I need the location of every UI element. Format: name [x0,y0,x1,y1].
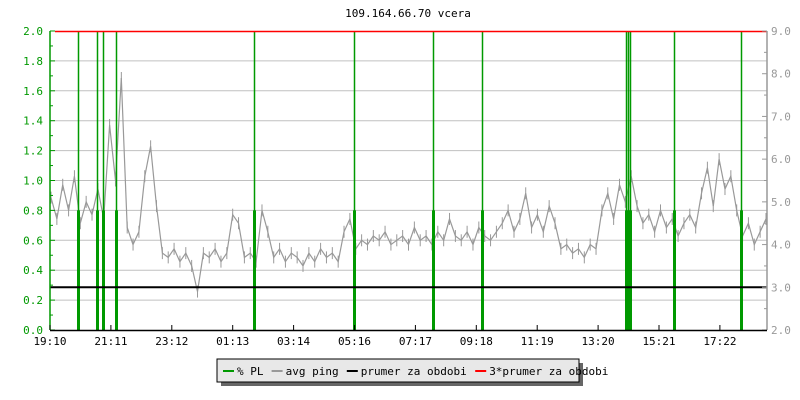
y-left-tick-label: 1.8 [23,55,43,68]
x-tick-label: 19:10 [33,335,66,348]
y-left-tick-label: 1.2 [23,145,43,158]
y-right-tick-label: 4.0 [771,239,791,252]
y-left-tick-label: 2.0 [23,25,43,38]
y-right-tick-label: 2.0 [771,324,791,337]
y-left-tick-label: 0.0 [23,324,43,337]
avg-ping-series [50,71,767,298]
y-left-tick-label: 1.4 [23,115,43,128]
x-tick-label: 13:20 [582,335,615,348]
x-tick-label: 05:16 [338,335,371,348]
x-tick-label: 21:11 [94,335,127,348]
y-right-tick-label: 8.0 [771,68,791,81]
y-right-tick-label: 7.0 [771,110,791,123]
chart-title: 109.164.66.70 vcera [345,7,471,20]
x-tick-label: 01:13 [216,335,249,348]
axes: 0.0 0.2 0.4 0.6 0.8 1.0 1.2 1.4 1.6 1.8 2.0 2.0 3.0 4… [23,25,791,348]
y-left-tick-label: 0.6 [23,234,43,247]
grid [50,60,767,301]
x-tick-label: 23:12 [155,335,188,348]
legend: % PL avg ping prumer za obdobi 3*prumer za … [216,358,608,386]
x-tick-label: 09:18 [460,335,493,348]
x-tick-label: 15:21 [642,335,675,348]
y-left-tick-label: 0.4 [23,264,43,277]
legend-label: % PL [237,365,264,378]
legend-label: 3*prumer za obdobi [489,365,608,378]
reference-lines [50,30,767,289]
y-left-tick-label: 1.6 [23,85,43,98]
pl-series [77,31,743,330]
legend-label: prumer za obdobi [361,365,467,378]
x-tick-label: 11:19 [521,335,554,348]
y-left-tick-label: 0.2 [23,294,43,307]
y-right-tick-label: 5.0 [771,196,791,209]
y-right-tick-label: 6.0 [771,153,791,166]
y-left-tick-label: 1.0 [23,175,43,188]
x-tick-label: 07:17 [399,335,432,348]
x-tick-label: 03:14 [277,335,310,348]
avg-ping-line [50,77,767,292]
y-left-tick-label: 0.8 [23,204,43,217]
y-right-tick-label: 3.0 [771,281,791,294]
legend-label: avg ping [286,365,339,378]
y-right-tick-label: 9.0 [771,25,791,38]
legend-box [216,358,580,383]
x-tick-label: 17:22 [703,335,736,348]
